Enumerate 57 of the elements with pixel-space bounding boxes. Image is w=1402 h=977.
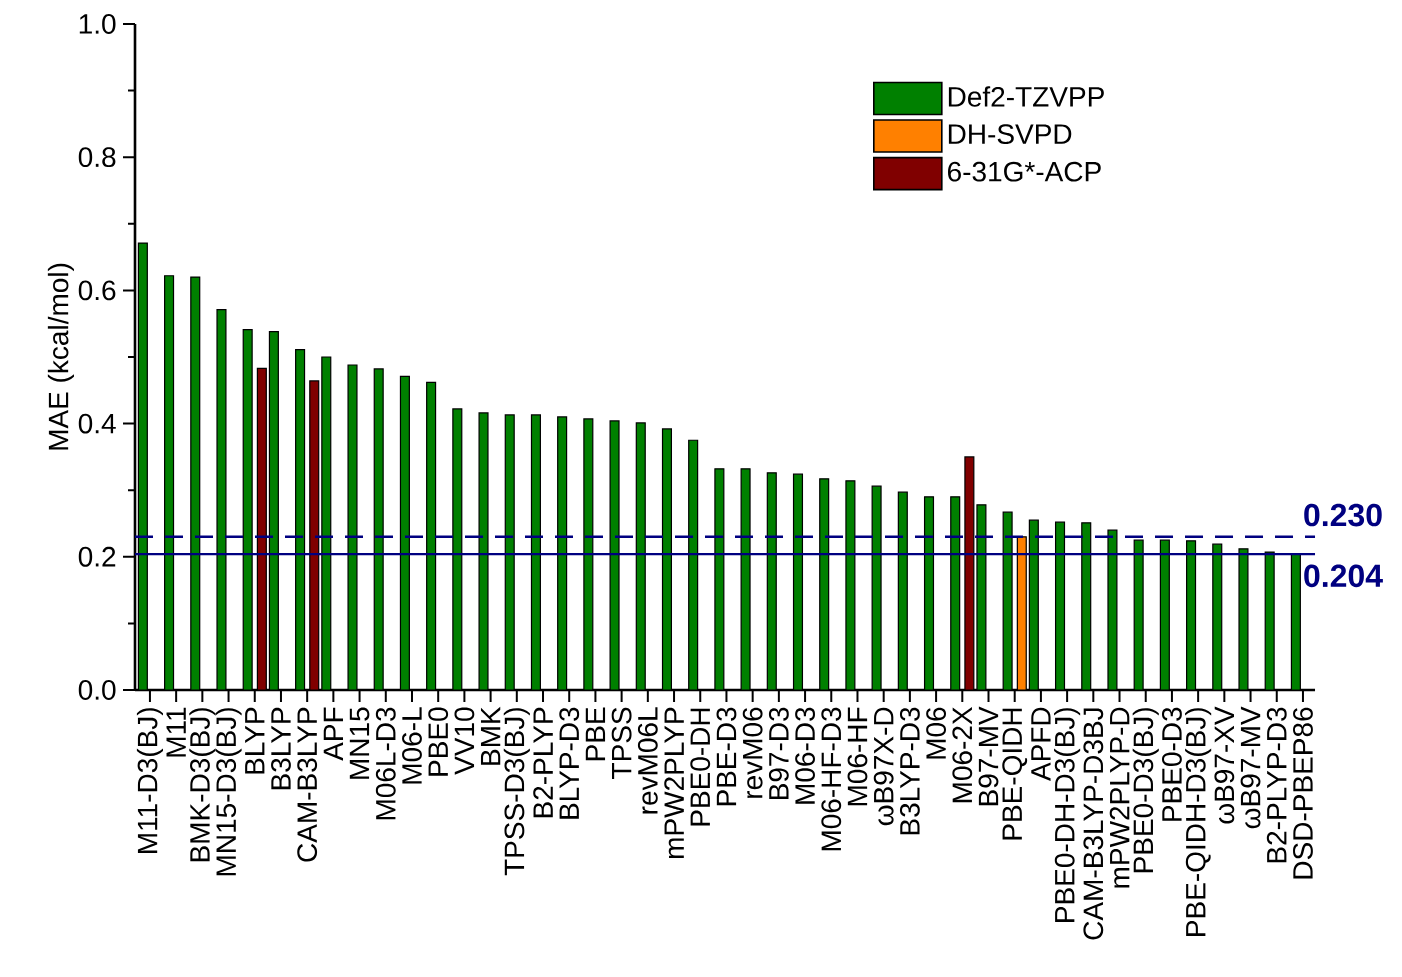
x-tick-label: BLYP	[245, 707, 265, 774]
x-tick-label: MN15-D3(BJ)	[215, 708, 242, 876]
y-tick-label: 0.6	[78, 280, 116, 301]
x-tick-label: mPW2PLYP	[664, 707, 684, 859]
x-tick-label: PBE0-DH-D3(BJ)	[1054, 708, 1081, 922]
x-tick-label: PBE-D3	[716, 707, 737, 806]
x-tick-label: M06-HF-D3	[821, 707, 842, 851]
x-tick-label: ωB97-XV	[1214, 706, 1235, 824]
x-tick-label: ωB97X-D	[873, 707, 894, 826]
x-tick-label: CAM-B3LYP-D3BJ	[1083, 708, 1104, 940]
x-tick-label: PBE	[585, 707, 606, 761]
x-tick-label: B2-PLYP	[533, 707, 553, 818]
x-tick-label: M06L-D3	[375, 707, 396, 820]
legend-label: DH-SVPD	[948, 124, 1072, 145]
x-tick-label: revM06L	[637, 707, 658, 814]
x-tick-label: MN15	[349, 707, 370, 779]
x-tick-label: TPSS	[611, 707, 632, 779]
x-tick-label: ωB97-MV	[1240, 706, 1261, 829]
y-axis-title: MAE (kcal/mol)	[47, 263, 74, 450]
x-tick-label: B97-MV	[978, 706, 999, 806]
x-tick-label: M11	[166, 707, 186, 757]
y-tick-label: 1.0	[79, 14, 116, 34]
x-tick-label: PBE0	[428, 707, 449, 776]
x-tick-label: revM06	[742, 707, 763, 798]
x-tick-label: PBE-QIDH-D3(BJ)	[1185, 708, 1212, 936]
x-tick-label: M06-2X	[952, 706, 973, 803]
y-tick-label: 0.2	[78, 546, 116, 567]
x-tick-label: PBE0-D3(BJ)	[1132, 708, 1159, 873]
y-tick-label: 0.0	[78, 680, 116, 700]
x-tick-label: TPSS-D3(BJ)	[503, 708, 530, 876]
x-tick-label: M06	[926, 707, 947, 759]
legend-label: Def2-TZVPP	[948, 86, 1104, 107]
x-tick-label: B97-D3	[768, 707, 789, 800]
x-tick-label: APFD	[1031, 707, 1051, 781]
x-tick-label: M11-D3(BJ)	[136, 708, 163, 853]
x-tick-label: APF	[323, 707, 344, 761]
x-tick-label: VV10	[454, 707, 475, 775]
y-tick-label: 0.8	[78, 147, 116, 168]
x-tick-label: PBE-QIDH	[1002, 708, 1028, 840]
x-tick-label: M06-D3	[795, 707, 815, 804]
x-tick-label: B3LYP	[271, 707, 291, 790]
x-tick-label: PBE0-DH	[690, 708, 711, 826]
x-tick-label: BMK	[480, 706, 501, 765]
x-tick-label: mPW2PLYP-D	[1109, 707, 1130, 888]
x-tick-label: B2-PLYP-D3	[1266, 707, 1287, 863]
x-tick-label: M06-L	[402, 707, 422, 784]
x-tick-label: BMK-D3(BJ)	[189, 708, 216, 862]
x-tick-label: PBE0-D3	[1162, 707, 1182, 821]
x-tick-label: B3LYP-D3	[899, 707, 920, 835]
x-tick-label: CAM-B3LYP	[297, 707, 318, 862]
x-tick-label: DSD-PBEP86	[1293, 707, 1313, 879]
legend-label: 6-31G*-ACP	[948, 161, 1101, 182]
ref-line-label: 0.230	[1304, 503, 1382, 527]
x-tick-label: M06-HF	[847, 707, 868, 806]
y-tick-label: 0.4	[78, 413, 116, 434]
ref-line-label: 0.204	[1304, 564, 1383, 588]
x-tick-label: BLYP-D3	[559, 707, 580, 819]
